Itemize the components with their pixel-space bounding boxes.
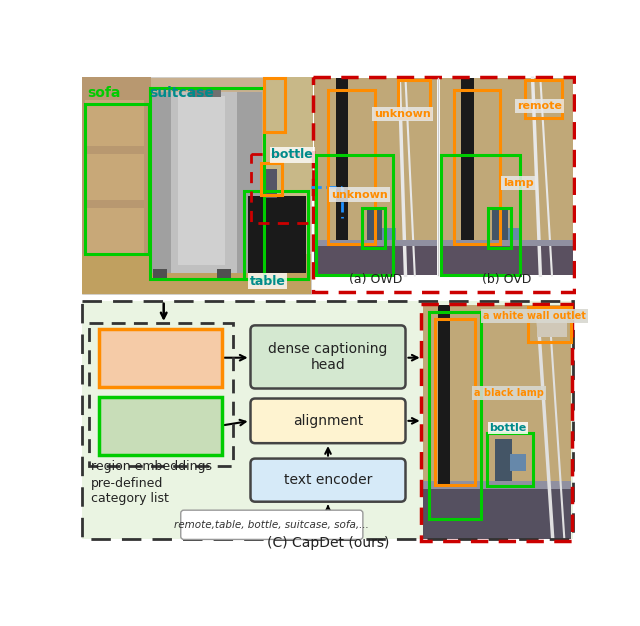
Bar: [422, 485, 571, 538]
Text: (b) OVD: (b) OVD: [481, 273, 531, 286]
Bar: [217, 269, 231, 282]
Bar: [314, 240, 436, 275]
Bar: [264, 76, 312, 196]
FancyBboxPatch shape: [180, 510, 363, 540]
Bar: [83, 300, 573, 540]
Bar: [438, 305, 451, 486]
Bar: [328, 90, 374, 244]
Bar: [99, 397, 222, 454]
Bar: [244, 191, 308, 279]
Text: suitcase: suitcase: [150, 86, 214, 100]
Bar: [336, 78, 348, 244]
Text: sofa: sofa: [87, 86, 120, 100]
Text: (C) CapDet (ours): (C) CapDet (ours): [267, 536, 389, 550]
Bar: [264, 78, 285, 132]
Text: remote: remote: [517, 101, 562, 111]
Text: a black lamp: a black lamp: [474, 388, 543, 398]
Bar: [85, 153, 143, 200]
Bar: [312, 76, 573, 292]
Bar: [487, 433, 533, 486]
Bar: [422, 481, 571, 489]
Text: remote,table, bottle, suitcase, sofa,...: remote,table, bottle, suitcase, sofa,...: [174, 520, 369, 530]
Bar: [440, 78, 573, 275]
Bar: [85, 208, 143, 254]
Bar: [422, 305, 571, 540]
Text: lamp: lamp: [503, 178, 534, 188]
Bar: [85, 104, 149, 254]
FancyBboxPatch shape: [250, 459, 406, 501]
Bar: [440, 240, 573, 275]
Text: table: table: [250, 275, 285, 287]
Bar: [362, 208, 385, 248]
Text: a white wall outlet: a white wall outlet: [483, 311, 586, 321]
Bar: [85, 100, 143, 146]
Bar: [250, 153, 312, 223]
Bar: [314, 78, 436, 275]
Bar: [171, 92, 237, 273]
Bar: [81, 254, 311, 294]
Bar: [508, 228, 522, 244]
Bar: [537, 307, 566, 337]
Bar: [150, 92, 262, 273]
Bar: [528, 307, 571, 342]
FancyBboxPatch shape: [250, 326, 406, 389]
Bar: [190, 88, 221, 98]
Bar: [441, 155, 520, 275]
Bar: [421, 304, 572, 541]
Bar: [81, 76, 151, 294]
Bar: [90, 323, 233, 466]
Bar: [435, 319, 476, 485]
Text: region embeddings: region embeddings: [91, 460, 212, 473]
Bar: [440, 240, 573, 246]
Bar: [382, 228, 396, 244]
Text: unknown: unknown: [374, 109, 431, 119]
Bar: [495, 439, 511, 481]
Bar: [99, 329, 222, 387]
Text: text encoder: text encoder: [284, 473, 372, 487]
Bar: [153, 269, 167, 282]
Bar: [454, 90, 500, 244]
Bar: [492, 209, 508, 244]
Bar: [248, 196, 307, 273]
Bar: [510, 454, 525, 471]
Bar: [367, 209, 382, 244]
Bar: [81, 76, 311, 294]
Text: unknown: unknown: [331, 190, 388, 200]
Bar: [525, 80, 562, 118]
Text: bottle: bottle: [271, 148, 313, 162]
Text: pre-defined
category list: pre-defined category list: [91, 478, 169, 505]
Bar: [461, 78, 474, 244]
Bar: [429, 312, 481, 520]
Text: alignment: alignment: [293, 414, 363, 428]
Text: (a) OWD: (a) OWD: [349, 273, 402, 286]
Bar: [314, 240, 436, 246]
Bar: [179, 96, 225, 265]
Bar: [397, 80, 430, 118]
Bar: [83, 300, 573, 540]
FancyBboxPatch shape: [250, 399, 406, 443]
Text: dense captioning
head: dense captioning head: [268, 342, 388, 372]
Bar: [488, 208, 511, 248]
Bar: [316, 155, 393, 275]
Bar: [260, 163, 282, 195]
Bar: [150, 88, 264, 279]
Text: bottle: bottle: [489, 423, 527, 433]
Bar: [266, 169, 277, 198]
